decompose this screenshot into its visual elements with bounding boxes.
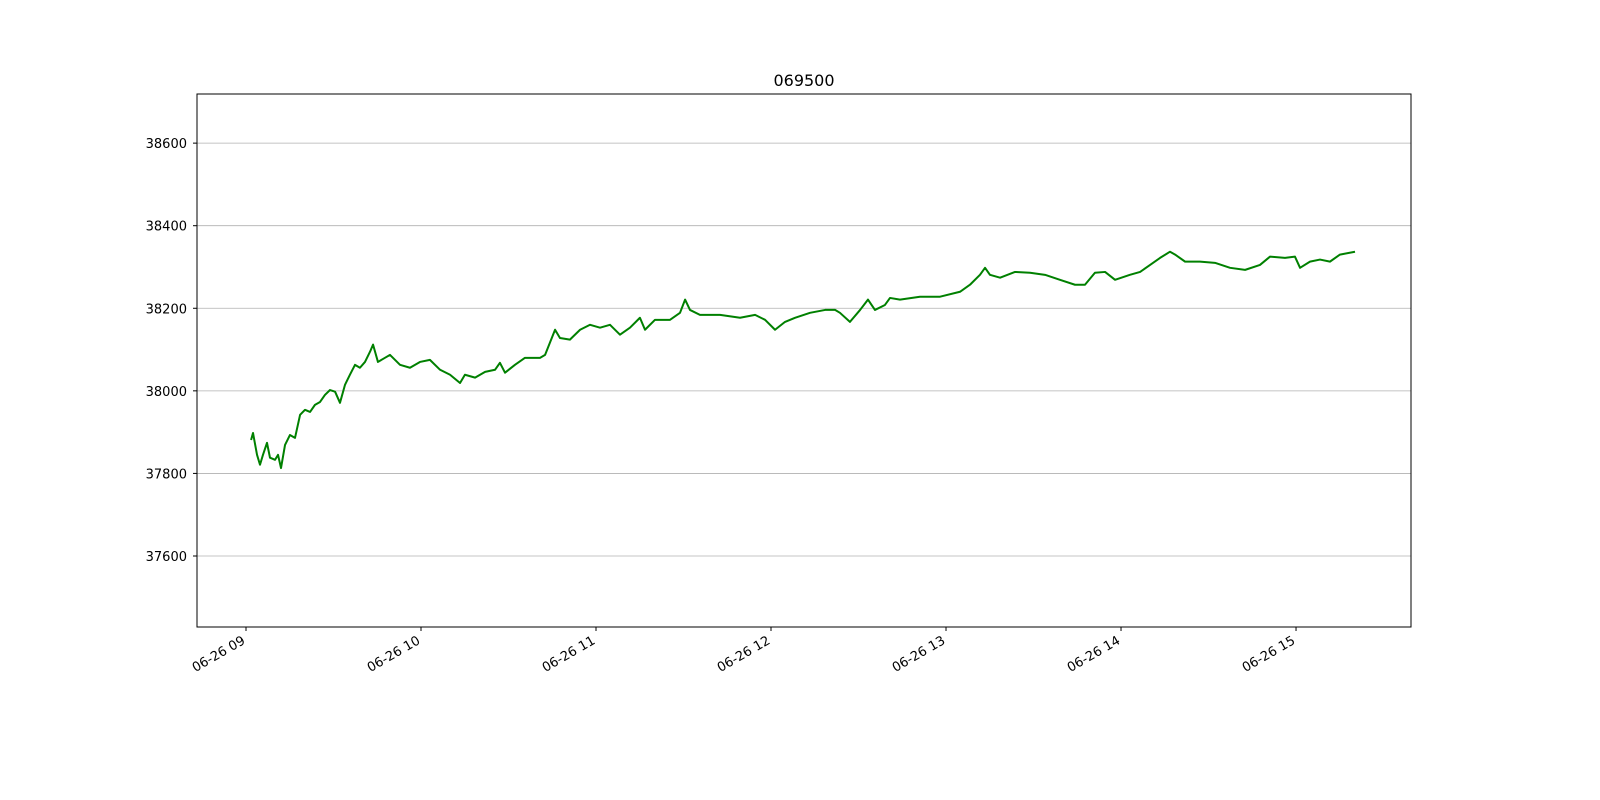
x-tick-label: 06-26 09: [190, 633, 248, 675]
x-tick-label: 06-26 14: [1065, 633, 1123, 675]
plot-frame: [196, 93, 1412, 628]
y-tick-label: 38000: [146, 385, 187, 400]
y-tick-label: 37800: [146, 467, 187, 482]
x-tick-label: 06-26 11: [540, 633, 598, 675]
line-series: [250, 250, 1356, 470]
y-tick-label: 38600: [146, 137, 187, 152]
x-tick-label: 06-26 15: [1240, 633, 1298, 675]
y-tick-label: 38400: [146, 220, 187, 235]
y-tick-label: 38200: [146, 302, 187, 317]
y-tick-label: 37600: [146, 550, 187, 565]
x-tick-label: 06-26 10: [365, 633, 423, 675]
x-tick-label: 06-26 13: [890, 633, 948, 675]
chart-title: 069500: [773, 71, 834, 90]
x-tick-label: 06-26 12: [715, 633, 773, 675]
